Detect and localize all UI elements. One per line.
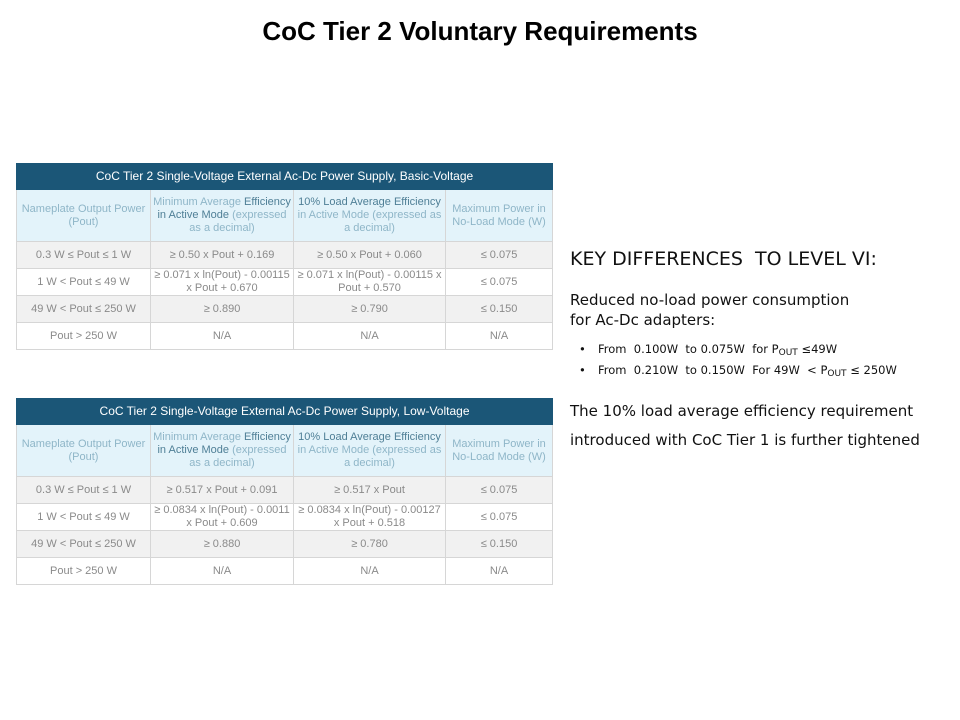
table-cell: N/A bbox=[444, 557, 554, 585]
table-cell: ≥ 0.890 bbox=[150, 295, 294, 323]
header-text: (expressed as a decimal) bbox=[189, 444, 287, 469]
table-cell: ≤ 0.075 bbox=[444, 268, 554, 296]
no-load-paragraph: Reduced no-load power consumption for Ac… bbox=[570, 290, 849, 330]
column-header: Nameplate Output Power (Pout) bbox=[16, 189, 151, 242]
table-row: 0.3 W ≤ Pout ≤ 1 W ≥ 0.517 x Pout + 0.091… bbox=[16, 476, 554, 504]
bullet-text: From 0.100W to 0.075W for P bbox=[598, 342, 779, 356]
table-cell: Pout > 250 W bbox=[16, 322, 151, 350]
bullet-text: ≤ 250W bbox=[846, 363, 897, 377]
table-cell: ≤ 0.075 bbox=[444, 476, 554, 504]
header-text: (expressed as a decimal) bbox=[189, 209, 287, 234]
table-cell: ≥ 0.517 x Pout bbox=[293, 476, 446, 504]
header-text: Nameplate Output Power (Pout) bbox=[21, 202, 146, 228]
low-voltage-table: CoC Tier 2 Single-Voltage External Ac-Dc… bbox=[15, 398, 554, 585]
table-cell: N/A bbox=[444, 322, 554, 350]
table-cell: ≥ 0.50 x Pout + 0.169 bbox=[150, 241, 294, 269]
bullet-dot: • bbox=[579, 363, 586, 377]
bullet-text: From 0.210W to 0.150W For 49W < P bbox=[598, 363, 828, 377]
column-header: 10% Load Average Efficiency in Active Mo… bbox=[293, 189, 446, 242]
table-cell: 1 W < Pout ≤ 49 W bbox=[16, 503, 151, 531]
table-cell: ≤ 0.150 bbox=[444, 530, 554, 558]
table-cell: N/A bbox=[150, 557, 294, 585]
text-line: introduced with CoC Tier 1 is further ti… bbox=[570, 431, 920, 449]
table-cell: 0.3 W ≤ Pout ≤ 1 W bbox=[16, 476, 151, 504]
text-line: The 10% load average efficiency requirem… bbox=[570, 402, 914, 420]
header-text: in Active Mode (expressed as a decimal) bbox=[297, 209, 442, 234]
column-header: 10% Load Average Efficiency in Active Mo… bbox=[293, 424, 446, 477]
table-cell: ≥ 0.0834 x ln(Pout) - 0.0011 x Pout + 0.… bbox=[150, 503, 294, 531]
table-cell: 49 W < Pout ≤ 250 W bbox=[16, 295, 151, 323]
key-differences-heading: KEY DIFFERENCES TO LEVEL VI: bbox=[570, 248, 877, 270]
header-text: in Active Mode (expressed as a decimal) bbox=[297, 444, 442, 469]
table-row: Pout > 250 W N/A N/A N/A bbox=[16, 322, 554, 350]
table-cell: N/A bbox=[150, 322, 294, 350]
table-row: 49 W < Pout ≤ 250 W ≥ 0.880 ≥ 0.780 ≤ 0.150 bbox=[16, 530, 554, 558]
header-text: Maximum Power in No-Load Mode (W) bbox=[452, 437, 546, 463]
subscript: OUT bbox=[778, 348, 798, 358]
table-cell: ≥ 0.780 bbox=[293, 530, 446, 558]
bullet-dot: • bbox=[579, 342, 586, 356]
column-header: Minimum Average Efficiency in Active Mod… bbox=[150, 189, 294, 242]
text-line: Reduced no-load power consumption bbox=[570, 291, 850, 309]
table-cell: N/A bbox=[293, 557, 446, 585]
column-header: Minimum Average Efficiency in Active Mod… bbox=[150, 424, 294, 477]
table-cell: 0.3 W ≤ Pout ≤ 1 W bbox=[16, 241, 151, 269]
bullet-item: • From 0.100W to 0.075W for POUT ≤49W bbox=[579, 341, 897, 362]
header-emphasis: 10% Load Average Efficiency bbox=[298, 431, 441, 443]
table-cell: ≤ 0.075 bbox=[444, 503, 554, 531]
header-text: Maximum Power in No-Load Mode (W) bbox=[452, 202, 546, 228]
header-emphasis: Efficiency in Active Mode bbox=[157, 196, 291, 221]
table-cell: ≥ 0.880 bbox=[150, 530, 294, 558]
table-cell: ≥ 0.790 bbox=[293, 295, 446, 323]
subscript: OUT bbox=[827, 369, 847, 379]
header-text: Minimum Average bbox=[153, 431, 244, 443]
table-row: 49 W < Pout ≤ 250 W ≥ 0.890 ≥ 0.790 ≤ 0.150 bbox=[16, 295, 554, 323]
table-cell: 1 W < Pout ≤ 49 W bbox=[16, 268, 151, 296]
bullet-text: ≤49W bbox=[797, 342, 838, 356]
table-caption: CoC Tier 2 Single-Voltage External Ac-Dc… bbox=[15, 398, 554, 425]
bullet-item: • From 0.210W to 0.150W For 49W < POUT ≤ … bbox=[579, 362, 897, 383]
header-emphasis: 10% Load Average Efficiency bbox=[298, 196, 441, 208]
table-cell: ≥ 0.071 x ln(Pout) - 0.00115 x Pout + 0.… bbox=[293, 268, 446, 296]
table-cell: ≥ 0.0834 x ln(Pout) - 0.00127 x Pout + 0… bbox=[293, 503, 446, 531]
bullet-list: • From 0.100W to 0.075W for POUT ≤49W • Fr… bbox=[579, 341, 897, 383]
column-header: Nameplate Output Power (Pout) bbox=[16, 424, 151, 477]
table-row: 1 W < Pout ≤ 49 W ≥ 0.071 x ln(Pout) - 0.… bbox=[16, 268, 554, 296]
column-header: Maximum Power in No-Load Mode (W) bbox=[444, 189, 554, 242]
slide-title: CoC Tier 2 Voluntary Requirements bbox=[262, 16, 698, 46]
table-row: 1 W < Pout ≤ 49 W ≥ 0.0834 x ln(Pout) - 0… bbox=[16, 503, 554, 531]
table-cell: ≤ 0.075 bbox=[444, 241, 554, 269]
table-cell: ≥ 0.517 x Pout + 0.091 bbox=[150, 476, 294, 504]
header-emphasis: Efficiency in Active Mode bbox=[157, 431, 291, 456]
efficiency-paragraph: The 10% load average efficiency requirem… bbox=[570, 397, 920, 455]
column-header: Maximum Power in No-Load Mode (W) bbox=[444, 424, 554, 477]
header-text: Minimum Average bbox=[153, 196, 244, 208]
header-text: Nameplate Output Power (Pout) bbox=[21, 437, 146, 463]
table-cell: ≥ 0.50 x Pout + 0.060 bbox=[293, 241, 446, 269]
text-line: for Ac-Dc adapters: bbox=[570, 311, 716, 329]
table-cell: ≤ 0.150 bbox=[444, 295, 554, 323]
table-cell: 49 W < Pout ≤ 250 W bbox=[16, 530, 151, 558]
table-cell: ≥ 0.071 x ln(Pout) - 0.00115 x Pout + 0.… bbox=[150, 268, 294, 296]
table-cell: Pout > 250 W bbox=[16, 557, 151, 585]
basic-voltage-table: CoC Tier 2 Single-Voltage External Ac-Dc… bbox=[15, 163, 554, 350]
table-cell: N/A bbox=[293, 322, 446, 350]
table-row: 0.3 W ≤ Pout ≤ 1 W ≥ 0.50 x Pout + 0.169 ≥… bbox=[16, 241, 554, 269]
table-caption: CoC Tier 2 Single-Voltage External Ac-Dc… bbox=[15, 163, 554, 190]
table-row: Pout > 250 W N/A N/A N/A bbox=[16, 557, 554, 585]
